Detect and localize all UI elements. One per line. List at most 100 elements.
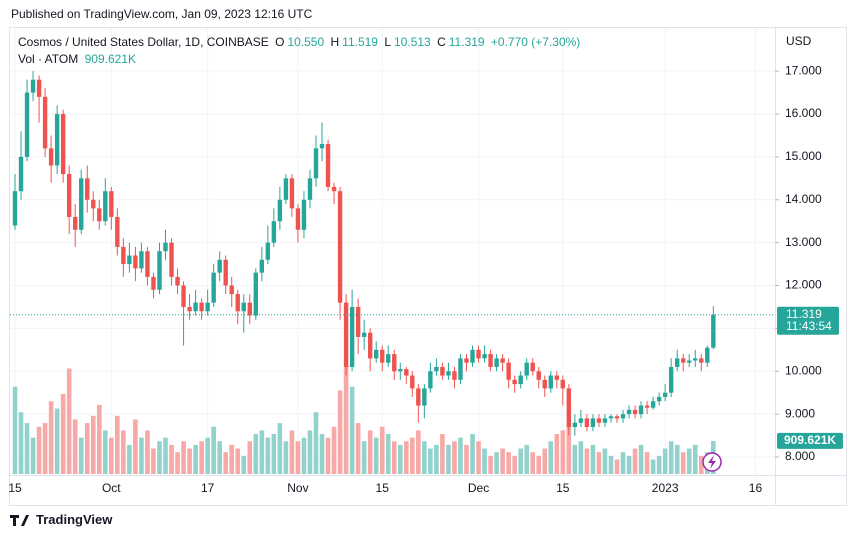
volume-bar <box>30 437 36 474</box>
candle-body <box>434 366 439 372</box>
logo <box>10 515 29 526</box>
volume-bar <box>638 444 644 474</box>
volume-bar <box>24 423 30 474</box>
volume-bar <box>193 444 198 474</box>
candle-body <box>512 379 517 385</box>
volume-bar <box>506 452 511 474</box>
x-tick-label: 15 <box>8 481 22 495</box>
candle-body <box>458 358 463 380</box>
volume-bar <box>259 430 265 474</box>
volume-bar <box>373 437 379 474</box>
candle-body <box>711 314 716 348</box>
candle-body <box>145 251 150 277</box>
countdown-label: 11:43:54 <box>786 319 832 333</box>
volume-bar <box>283 441 289 474</box>
volume-bar <box>440 434 445 474</box>
candle-body <box>524 362 529 376</box>
volume-bar <box>42 423 48 474</box>
volume-bar <box>313 412 319 474</box>
volume-bar <box>410 437 415 474</box>
candle-body <box>428 371 433 389</box>
candle-body <box>355 306 361 337</box>
x-tick-label: Oct <box>102 481 121 495</box>
candle-body <box>343 302 349 367</box>
volume-bar <box>512 455 517 474</box>
volume-bar <box>656 455 662 474</box>
axes: 8.0009.00010.00011.00012.00013.00014.000… <box>8 63 843 495</box>
volume-bar <box>18 412 24 474</box>
candle-body <box>440 366 445 376</box>
volume-bar <box>680 452 686 474</box>
volume-legend: Vol · ATOM 909.621K <box>18 52 139 66</box>
candle-body <box>337 191 343 303</box>
candle-body <box>681 358 686 363</box>
volume-bar <box>434 444 439 474</box>
candle-body <box>608 416 614 419</box>
y-tick-label: 10.000 <box>785 363 822 377</box>
y-tick-label: 9.000 <box>785 406 815 420</box>
last-price-box <box>777 306 839 335</box>
candle-body <box>121 246 126 265</box>
volume-name: Vol · ATOM <box>18 52 79 66</box>
volume-bar <box>367 430 373 474</box>
candle-body <box>398 369 403 372</box>
volume-bar <box>584 448 590 474</box>
volume-bar <box>428 448 433 474</box>
volume-bar <box>145 430 150 474</box>
candle-body <box>392 354 397 372</box>
candle-body <box>518 375 523 385</box>
volume-bar <box>169 444 174 474</box>
volume-bar <box>361 441 367 474</box>
candle-body <box>542 379 547 389</box>
candle-body <box>566 388 572 427</box>
volume-bar <box>524 444 529 474</box>
volume-bar <box>223 452 228 474</box>
candle-body <box>590 418 596 427</box>
candle-body <box>644 405 650 408</box>
candle-body <box>79 178 84 230</box>
candle-body <box>656 396 662 402</box>
volume-bar <box>343 364 349 474</box>
candle-body <box>361 332 367 337</box>
volume-bar <box>452 441 457 474</box>
ohlc-key: C <box>437 35 446 49</box>
change-value: +0.770 (+7.30%) <box>490 35 581 49</box>
volume-bar <box>578 441 584 474</box>
volume-bar <box>446 444 451 474</box>
volume-bar <box>518 448 523 474</box>
volume-bar <box>325 437 331 474</box>
candle-body <box>60 114 66 175</box>
candle-body <box>223 259 228 286</box>
candle-body <box>265 242 271 260</box>
volume-bar <box>662 448 668 474</box>
candle-body <box>18 156 24 192</box>
volume-bar <box>121 430 126 474</box>
volume-bar <box>379 426 385 474</box>
candle-body <box>193 302 198 312</box>
candle-body <box>289 178 295 209</box>
candle-body <box>494 358 499 367</box>
candle-body <box>36 79 42 97</box>
candle-body <box>554 375 559 380</box>
candle-body <box>530 362 535 372</box>
volume-value-box <box>777 432 843 449</box>
y-tick-label: 15.000 <box>785 149 822 163</box>
candle-body <box>675 358 680 367</box>
candle-body <box>133 255 138 269</box>
candle-body <box>157 251 162 290</box>
candle-body <box>175 276 180 286</box>
candle-body <box>103 191 108 222</box>
volume-bar <box>163 437 168 474</box>
volume-bar <box>476 441 481 474</box>
volume-bar <box>109 437 114 474</box>
candle-body <box>614 416 620 419</box>
candle-body <box>699 358 704 363</box>
candle-body <box>560 379 566 389</box>
volume-bar <box>391 441 397 474</box>
volume-bar <box>295 441 301 474</box>
volume-bar <box>536 455 542 474</box>
ohlc-key: O <box>275 35 285 49</box>
candle-body <box>705 347 710 363</box>
volume-bar <box>289 430 295 474</box>
volume-bar <box>60 394 66 474</box>
